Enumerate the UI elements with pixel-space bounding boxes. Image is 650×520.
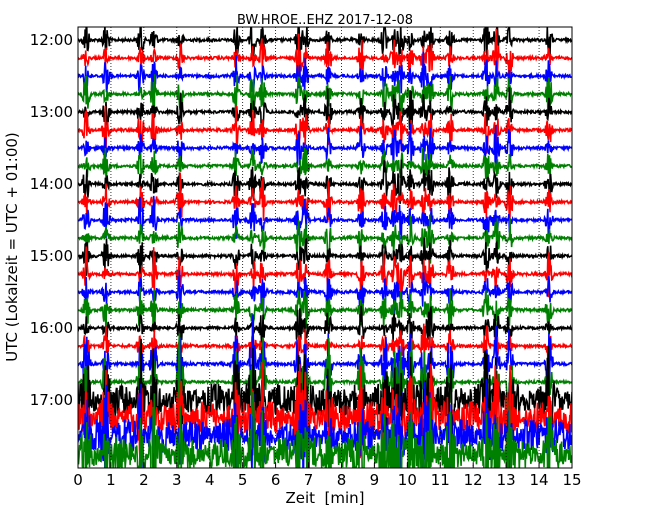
trace-line-1630	[78, 314, 572, 408]
x-tick-label: 11	[431, 471, 450, 489]
x-axis-label: Zeit [min]	[285, 489, 364, 507]
trace-line-1545	[78, 286, 572, 335]
x-tick-label: 1	[106, 471, 116, 489]
x-tick-label: 0	[73, 471, 83, 489]
x-tick-label: 8	[337, 471, 347, 489]
trace-line-1430	[78, 195, 572, 246]
y-tick-label: 16:00	[30, 319, 73, 337]
trace-line-1200	[78, 27, 572, 61]
x-tick-label: 3	[172, 471, 182, 489]
y-axis: 12:00 13:00 14:00 15:00 16:00 17:00	[30, 31, 83, 409]
trace-line-1530	[78, 270, 572, 317]
x-tick-label: 4	[205, 471, 215, 489]
plot-frame	[77, 26, 573, 469]
trace-line-1615	[78, 323, 572, 368]
x-tick-label: 15	[562, 471, 581, 489]
trace-line-1600	[78, 305, 572, 358]
x-tick-label: 14	[530, 471, 549, 489]
trace-line-1230	[78, 51, 572, 99]
y-tick-label: 15:00	[30, 247, 73, 265]
trace-line-1245	[78, 74, 572, 120]
x-tick-label: 5	[238, 471, 248, 489]
trace-line-1700	[78, 338, 572, 468]
y-tick-label: 13:00	[30, 103, 73, 121]
trace-group	[78, 27, 572, 468]
x-tick-label: 6	[271, 471, 281, 489]
y-axis-label: UTC (Lokalzeit = UTC + 01:00)	[3, 132, 21, 362]
x-tick-label: 13	[497, 471, 516, 489]
trace-line-1300	[78, 87, 572, 137]
x-tick-label: 2	[139, 471, 149, 489]
chart-title: BW.HROE..EHZ 2017-12-08	[237, 13, 413, 28]
trace-line-1745	[78, 391, 572, 468]
trace-line-1215	[78, 28, 572, 82]
x-tick-label: 12	[464, 471, 483, 489]
trace-line-1730	[78, 378, 572, 468]
trace-line-1445	[78, 214, 572, 264]
y-tick-label: 14:00	[30, 175, 73, 193]
x-axis: 0 1 2 3 4 5 6 7 8 9 10 11 12 13 14 15	[73, 463, 582, 489]
x-tick-label: 7	[304, 471, 314, 489]
x-tick-label: 9	[370, 471, 380, 489]
trace-line-1515	[78, 246, 572, 301]
trace-line-1400	[78, 159, 572, 206]
y-tick-label: 12:00	[30, 31, 73, 49]
trace-line-1500	[78, 237, 572, 276]
trace-line-1330	[78, 123, 572, 167]
y-tick-label: 17:00	[30, 391, 73, 409]
trace-line-1315	[78, 104, 572, 154]
trace-line-1415	[78, 172, 572, 223]
trace-line-1345	[78, 147, 572, 186]
x-tick-label: 10	[398, 471, 417, 489]
